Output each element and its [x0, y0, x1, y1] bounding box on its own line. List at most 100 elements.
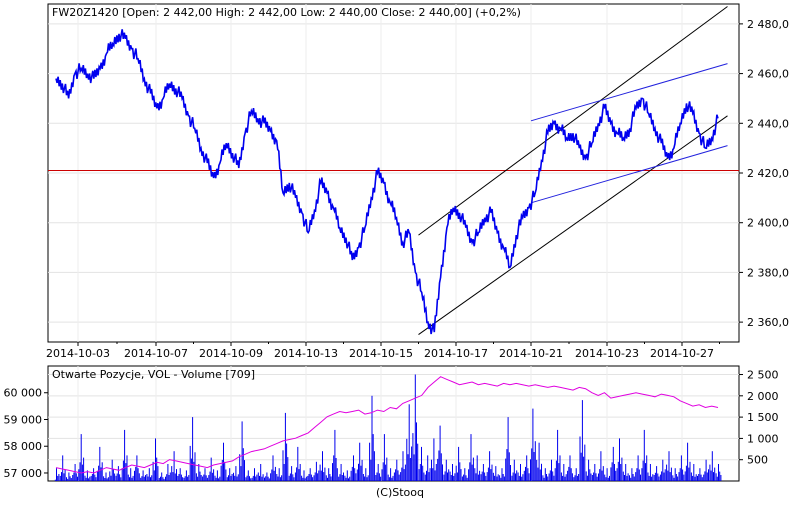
volume-bar — [615, 470, 617, 481]
price-x-tick-label: 2014-10-27 — [650, 347, 714, 360]
volume-bar — [664, 469, 666, 481]
volume-bar — [699, 468, 701, 481]
volume-bar — [96, 470, 98, 481]
volume-bar — [286, 443, 288, 481]
volume-bar — [63, 473, 65, 481]
volume-bar — [497, 474, 499, 481]
volume-bar — [595, 473, 597, 481]
volume-bar — [439, 425, 441, 481]
volume-bar — [369, 442, 371, 481]
volume-title: Otwarte Pozycje, VOL - Volume [709] — [52, 368, 255, 381]
volume-bar — [554, 468, 556, 481]
volume-bar — [604, 474, 606, 481]
volume-bar — [237, 474, 239, 481]
volume-bar — [162, 477, 164, 481]
volume-bar — [427, 455, 429, 481]
volume-bar — [502, 474, 504, 481]
price-y-tick-label: 2 360,0 — [747, 316, 789, 329]
volume-bar — [284, 412, 286, 481]
volume-bar — [277, 476, 279, 481]
chart-title: FW20Z1420 [Open: 2 442,00 High: 2 442,00… — [52, 6, 521, 19]
volume-bar — [602, 466, 604, 481]
volume-bar — [517, 472, 519, 481]
volume-bar — [166, 474, 168, 481]
volume-bar — [440, 453, 442, 481]
volume-bar — [229, 468, 231, 481]
volume-bar — [319, 464, 321, 481]
volume-bar — [649, 464, 651, 481]
volume-bar — [334, 429, 336, 481]
volume-bar — [168, 475, 170, 481]
volume-bar — [679, 468, 681, 481]
volume-bar — [125, 463, 127, 481]
volume-bar — [387, 474, 389, 481]
volume-bar — [568, 466, 570, 481]
volume-bar — [231, 474, 233, 481]
volume-bar — [689, 461, 691, 481]
volume-bar — [208, 475, 210, 481]
volume-bar — [683, 474, 685, 481]
volume-bar — [539, 469, 541, 481]
volume-bar — [534, 441, 536, 481]
volume-bar — [668, 451, 670, 481]
volume-bar — [614, 464, 615, 481]
volume-bar — [640, 474, 641, 481]
volume-bar — [173, 451, 175, 481]
volume-bar — [710, 470, 712, 481]
volume-bar — [719, 471, 721, 481]
volume-bar — [298, 469, 300, 481]
price-line — [55, 29, 719, 335]
volume-bar — [56, 468, 57, 481]
volume-bar — [225, 469, 227, 481]
volume-bar — [711, 451, 713, 481]
volume-bar — [302, 477, 304, 481]
volume-bar — [408, 404, 410, 481]
volume-bar — [135, 466, 137, 481]
volume-bar — [189, 445, 191, 481]
volume-bar — [553, 475, 555, 481]
volume-bar — [138, 473, 140, 481]
volume-bar — [349, 476, 351, 481]
volume-bar — [380, 476, 382, 481]
volume-bar — [77, 476, 78, 481]
volume-bar — [513, 459, 515, 481]
volume-bar — [171, 466, 173, 481]
volume-bar — [344, 475, 346, 481]
volume-bar — [485, 475, 487, 481]
volume-bar — [362, 474, 364, 481]
volume-bar — [330, 476, 332, 481]
price-y-tick-label: 2 380,0 — [747, 266, 789, 279]
volume-bar — [542, 475, 544, 482]
volume-bar — [134, 470, 135, 481]
volume-bar — [414, 374, 416, 481]
volume-bar — [228, 475, 229, 482]
price-x-tick-label: 2014-10-13 — [274, 347, 338, 360]
volume-bar — [516, 470, 518, 481]
volume-bar — [312, 477, 314, 481]
volume-bar — [549, 470, 551, 481]
volume-bar — [265, 476, 267, 481]
volume-bar — [428, 472, 430, 481]
volume-bar — [88, 478, 90, 481]
volume-bar — [475, 473, 477, 481]
volume-bar — [641, 468, 643, 481]
volume-bar — [366, 477, 368, 481]
volume-bar — [103, 476, 105, 481]
volume-bar — [202, 476, 204, 481]
volume-bar — [328, 468, 330, 481]
volume-bar — [70, 478, 72, 481]
volume-bar — [157, 466, 159, 481]
price-y-tick-label: 2 440,0 — [747, 117, 789, 130]
volume-bar — [593, 472, 595, 481]
volume-bar — [642, 460, 644, 481]
volume-bar — [69, 476, 71, 481]
volume-bar — [718, 464, 719, 481]
volume-bar — [515, 473, 516, 481]
volume-bar — [251, 477, 253, 481]
volume-bar — [590, 473, 592, 481]
volume-bar — [624, 475, 625, 481]
volume-bar — [471, 464, 473, 481]
volume-bar — [257, 472, 259, 481]
volume-bar — [236, 476, 238, 481]
volume-bar — [584, 444, 586, 481]
